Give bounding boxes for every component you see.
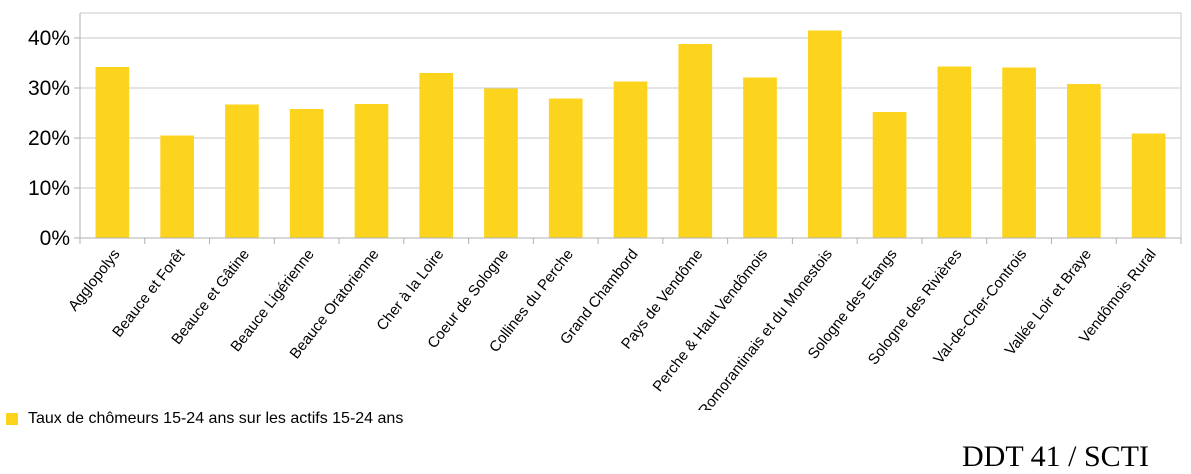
y-axis-ticks: 0% 10% 20% 30% 40% [28, 27, 80, 250]
bar [613, 81, 648, 238]
x-category-label: Perche & Haut Vendômois [649, 246, 771, 395]
bar [1002, 67, 1036, 238]
footer-credit: DDT 41 / SCTI [962, 440, 1149, 473]
legend-swatch [6, 413, 18, 425]
bar [678, 44, 713, 238]
bar [1131, 133, 1166, 238]
y-tick-label: 0% [40, 227, 70, 250]
y-tick-label: 40% [28, 27, 70, 50]
bar [95, 67, 130, 238]
bars [95, 30, 1166, 238]
bar [1067, 84, 1101, 238]
bar [354, 104, 389, 238]
bar [807, 30, 842, 238]
bar [484, 88, 518, 238]
y-tick-label: 30% [28, 77, 70, 100]
bar [743, 77, 777, 238]
bar [419, 73, 454, 238]
x-axis [79, 237, 1182, 244]
x-category-label: Cher à la Loire [373, 246, 447, 334]
bar [289, 109, 324, 238]
x-category-label: Romorantinais et du Monestois [695, 246, 836, 410]
legend-label: Taux de chômeurs 15-24 ans sur les actif… [28, 410, 404, 427]
legend: Taux de chômeurs 15-24 ans sur les actif… [6, 410, 403, 428]
y-tick-label: 20% [28, 127, 70, 150]
y-tick-label: 10% [28, 177, 70, 200]
bar [548, 98, 583, 238]
bar [872, 112, 907, 238]
bar [937, 66, 972, 238]
bar [225, 104, 259, 238]
x-category-label: Agglopolys [65, 246, 124, 314]
bar [160, 135, 194, 238]
